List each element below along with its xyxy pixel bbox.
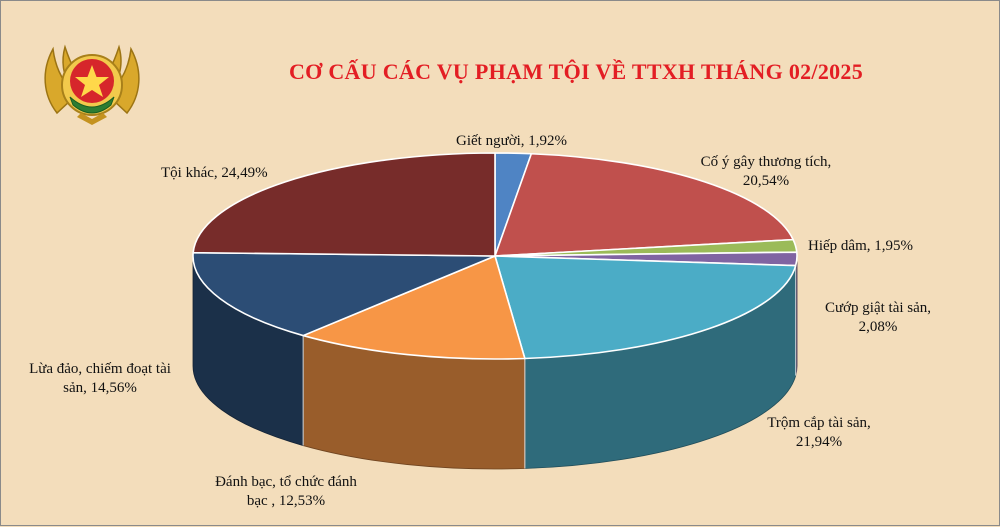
pie-top-faces	[192, 152, 798, 360]
pie-slice-6	[302, 255, 526, 360]
slice-label-line: Đánh bạc, tổ chức đánh	[215, 474, 357, 490]
slice-label-line: 20,54%	[742, 173, 790, 189]
slice-label-line: Cố ý gây thương tích,	[700, 154, 832, 170]
slice-label-6: Đánh bạc, tổ chức đánh bạc , 12,53%	[191, 473, 381, 511]
slice-label-4: Cướp giật tài sản, 2,08%	[798, 299, 958, 337]
slice-label-line: bạc , 12,53%	[246, 493, 326, 509]
pie-slice-7	[192, 251, 496, 337]
slice-label-2: Cố ý gây thương tích, 20,54%	[671, 153, 861, 191]
slice-label-1: Giết người, 1,92%	[456, 132, 567, 151]
slice-label-line: Tội khác, 24,49%	[161, 165, 268, 181]
pie-slice-8	[192, 152, 496, 257]
slice-label-line: Trộm cắp tài sản,	[767, 415, 871, 431]
slice-label-line: Cướp giật tài sản,	[824, 300, 932, 316]
slice-label-line: 2,08%	[858, 319, 898, 335]
slice-label-line: Lừa đảo, chiếm đoạt tài	[29, 361, 171, 377]
slice-label-8: Tội khác, 24,49%	[161, 164, 268, 183]
slice-label-line: Hiếp dâm, 1,95%	[808, 238, 913, 254]
slice-label-7: Lừa đảo, chiếm đoạt tài sản, 14,56%	[5, 360, 195, 398]
pie-slice-5	[494, 255, 797, 360]
police-emblem-icon	[44, 44, 140, 125]
slice-label-line: sản, 14,56%	[63, 380, 137, 396]
pie-slice-2	[494, 152, 794, 257]
slice-label-5: Trộm cắp tài sản, 21,94%	[729, 414, 909, 452]
slice-label-line: 21,94%	[795, 434, 843, 450]
slice-label-3: Hiếp dâm, 1,95%	[808, 237, 913, 256]
slice-label-line: Giết người, 1,92%	[456, 133, 568, 149]
chart-title: CƠ CẤU CÁC VỤ PHẠM TỘI VỀ TTXH THÁNG 02/…	[288, 59, 864, 84]
